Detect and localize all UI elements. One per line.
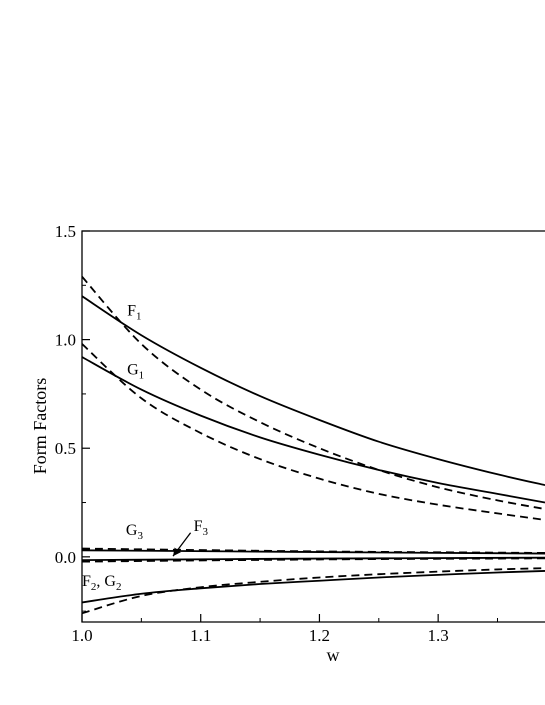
x-tick-label: 1.0 xyxy=(71,626,92,645)
curve-label-G1: G1 xyxy=(127,361,144,381)
curve-label-F3: F3 xyxy=(194,518,209,538)
x-tick-label: 1.3 xyxy=(428,626,449,645)
series-line-g1_solid xyxy=(82,356,545,504)
series-line-g3_dashed xyxy=(82,547,545,554)
curve-label-G3: G3 xyxy=(126,522,144,542)
y-tick-label: 0.5 xyxy=(55,439,76,458)
series-line-f2g2_solid xyxy=(82,570,545,604)
y-tick-label: 0.0 xyxy=(55,548,76,567)
series-line-f3_dashed xyxy=(82,557,545,563)
x-tick-label: 1.1 xyxy=(190,626,211,645)
series-line-f2g2_dashed xyxy=(82,567,545,615)
x-axis-title: w xyxy=(327,645,340,665)
y-tick-label: 1.0 xyxy=(55,331,76,350)
series-line-f1_dashed xyxy=(82,276,545,510)
annotation-arrow-F3 xyxy=(172,532,192,557)
plot-frame xyxy=(81,230,545,623)
y-axis-title: Form Factors xyxy=(30,378,50,475)
curve-label-F1: F1 xyxy=(127,303,141,323)
y-tick-label: 1.5 xyxy=(55,222,76,241)
x-tick-label: 1.2 xyxy=(309,626,330,645)
series-line-g1_dashed xyxy=(82,343,545,521)
curve-label-F2G2: F2, G2 xyxy=(82,573,121,593)
series-line-f1_solid xyxy=(82,295,545,487)
